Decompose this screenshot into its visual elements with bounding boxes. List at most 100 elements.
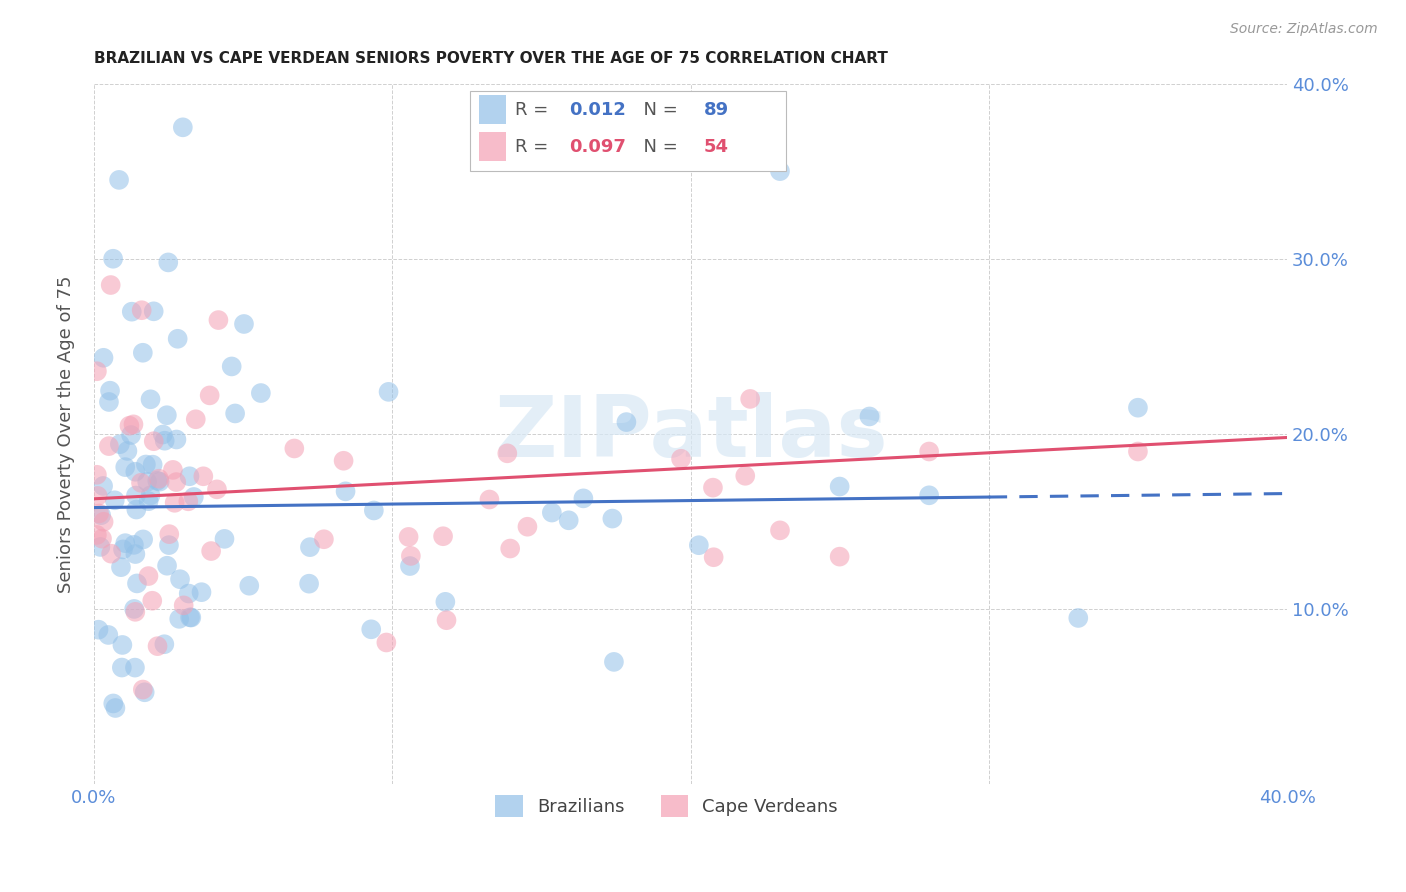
- Point: [122, 602, 145, 616]
- Point: [122, 538, 145, 552]
- Point: [377, 384, 399, 399]
- Point: [125, 576, 148, 591]
- Point: [180, 610, 202, 624]
- Point: [90, 508, 112, 523]
- Point: [97, 628, 120, 642]
- Point: [156, 558, 179, 573]
- Point: [516, 519, 538, 533]
- Point: [399, 559, 422, 574]
- Point: [918, 444, 941, 458]
- Point: [103, 697, 125, 711]
- Point: [118, 418, 141, 433]
- Point: [828, 479, 851, 493]
- Point: [125, 502, 148, 516]
- Point: [124, 547, 146, 561]
- Point: [165, 433, 187, 447]
- Point: [207, 313, 229, 327]
- Point: [157, 538, 180, 552]
- Point: [135, 458, 157, 472]
- Point: [86, 528, 108, 542]
- Point: [100, 547, 122, 561]
- Point: [918, 488, 941, 502]
- Point: [478, 492, 501, 507]
- Point: [131, 303, 153, 318]
- Point: [298, 540, 321, 554]
- Point: [283, 442, 305, 456]
- Point: [142, 458, 165, 472]
- Point: [153, 434, 176, 448]
- Text: 0.097: 0.097: [569, 137, 626, 156]
- Point: [398, 530, 420, 544]
- Text: ZIPatlas: ZIPatlas: [494, 392, 887, 475]
- Point: [129, 475, 152, 490]
- Point: [165, 475, 187, 489]
- Point: [434, 595, 457, 609]
- Point: [363, 503, 385, 517]
- Point: [86, 489, 108, 503]
- Point: [335, 484, 357, 499]
- Point: [152, 427, 174, 442]
- Point: [828, 549, 851, 564]
- Point: [148, 472, 170, 486]
- Point: [136, 475, 159, 489]
- Point: [142, 434, 165, 449]
- Bar: [479, 95, 506, 124]
- Legend: Brazilians, Cape Verdeans: Brazilians, Cape Verdeans: [488, 788, 845, 824]
- Point: [139, 392, 162, 407]
- Point: [111, 660, 134, 674]
- Point: [166, 332, 188, 346]
- Point: [205, 483, 228, 497]
- Point: [572, 491, 595, 506]
- FancyBboxPatch shape: [470, 90, 786, 171]
- Point: [121, 304, 143, 318]
- Point: [233, 317, 256, 331]
- Point: [134, 685, 156, 699]
- Point: [114, 460, 136, 475]
- Point: [101, 252, 124, 266]
- Point: [183, 490, 205, 504]
- Point: [138, 494, 160, 508]
- Point: [734, 468, 756, 483]
- Bar: [479, 132, 506, 161]
- Point: [173, 599, 195, 613]
- Point: [122, 417, 145, 432]
- Point: [740, 392, 762, 406]
- Point: [436, 613, 458, 627]
- Point: [496, 446, 519, 460]
- Point: [162, 463, 184, 477]
- Point: [100, 278, 122, 293]
- Point: [117, 444, 139, 458]
- Point: [499, 541, 522, 556]
- Text: BRAZILIAN VS CAPE VERDEAN SENIORS POVERTY OVER THE AGE OF 75 CORRELATION CHART: BRAZILIAN VS CAPE VERDEAN SENIORS POVERT…: [94, 51, 887, 66]
- Point: [298, 576, 321, 591]
- Point: [87, 507, 110, 521]
- Point: [616, 415, 638, 429]
- Point: [769, 164, 792, 178]
- Point: [669, 451, 692, 466]
- Point: [769, 524, 792, 538]
- Point: [93, 351, 115, 365]
- Point: [169, 572, 191, 586]
- Point: [141, 593, 163, 607]
- Point: [157, 255, 180, 269]
- Point: [157, 527, 180, 541]
- Point: [87, 623, 110, 637]
- Point: [432, 529, 454, 543]
- Point: [179, 469, 201, 483]
- Point: [111, 638, 134, 652]
- Point: [360, 623, 382, 637]
- Point: [120, 428, 142, 442]
- Point: [214, 532, 236, 546]
- Point: [89, 540, 111, 554]
- Text: R =: R =: [515, 137, 554, 156]
- Point: [97, 439, 120, 453]
- Point: [138, 569, 160, 583]
- Point: [250, 386, 273, 401]
- Point: [177, 586, 200, 600]
- Point: [97, 395, 120, 409]
- Point: [238, 579, 260, 593]
- Point: [221, 359, 243, 374]
- Point: [198, 388, 221, 402]
- Point: [132, 345, 155, 359]
- Point: [110, 560, 132, 574]
